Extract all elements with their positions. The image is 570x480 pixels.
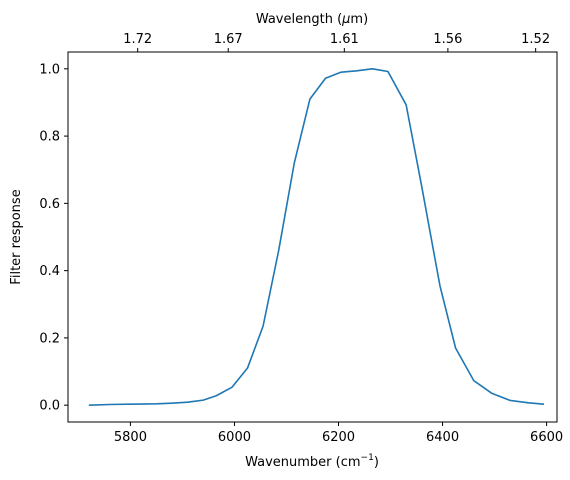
top-tick-label: 1.61: [330, 32, 359, 47]
chart-marks: [88, 68, 545, 406]
x-axis-label: Wavenumber (cm−1): [245, 453, 379, 470]
x-tick-label: 6400: [426, 430, 459, 445]
y-axis-ticks: 0.0 0.2 0.4 0.6 0.8 1.0: [39, 62, 68, 414]
y-tick-label: 0.2: [39, 331, 60, 346]
y-tick-label: 0.0: [39, 399, 60, 414]
top-tick-label: 1.56: [433, 32, 462, 47]
x-axis-ticks: 5800 6000 6200 6400 6600: [114, 422, 563, 445]
x-tick-label: 6600: [530, 430, 563, 445]
y-tick-label: 0.8: [39, 130, 60, 145]
filter-response-line: [88, 68, 545, 406]
top-axis-ticks: 1.72 1.67 1.61 1.56 1.52: [123, 32, 550, 52]
x-tick-label: 6200: [322, 430, 355, 445]
top-tick-label: 1.67: [214, 32, 243, 47]
y-tick-label: 0.6: [39, 197, 60, 212]
y-axis-label: Filter response: [9, 189, 24, 284]
top-tick-label: 1.72: [123, 32, 152, 47]
x-tick-label: 6000: [218, 430, 251, 445]
y-tick-label: 1.0: [39, 62, 60, 77]
y-tick-label: 0.4: [39, 264, 60, 279]
plot-frame: [67, 51, 558, 423]
top-tick-label: 1.52: [521, 32, 550, 47]
x-tick-label: 5800: [114, 430, 147, 445]
top-axis-label: Wavelength (μm): [256, 12, 368, 27]
